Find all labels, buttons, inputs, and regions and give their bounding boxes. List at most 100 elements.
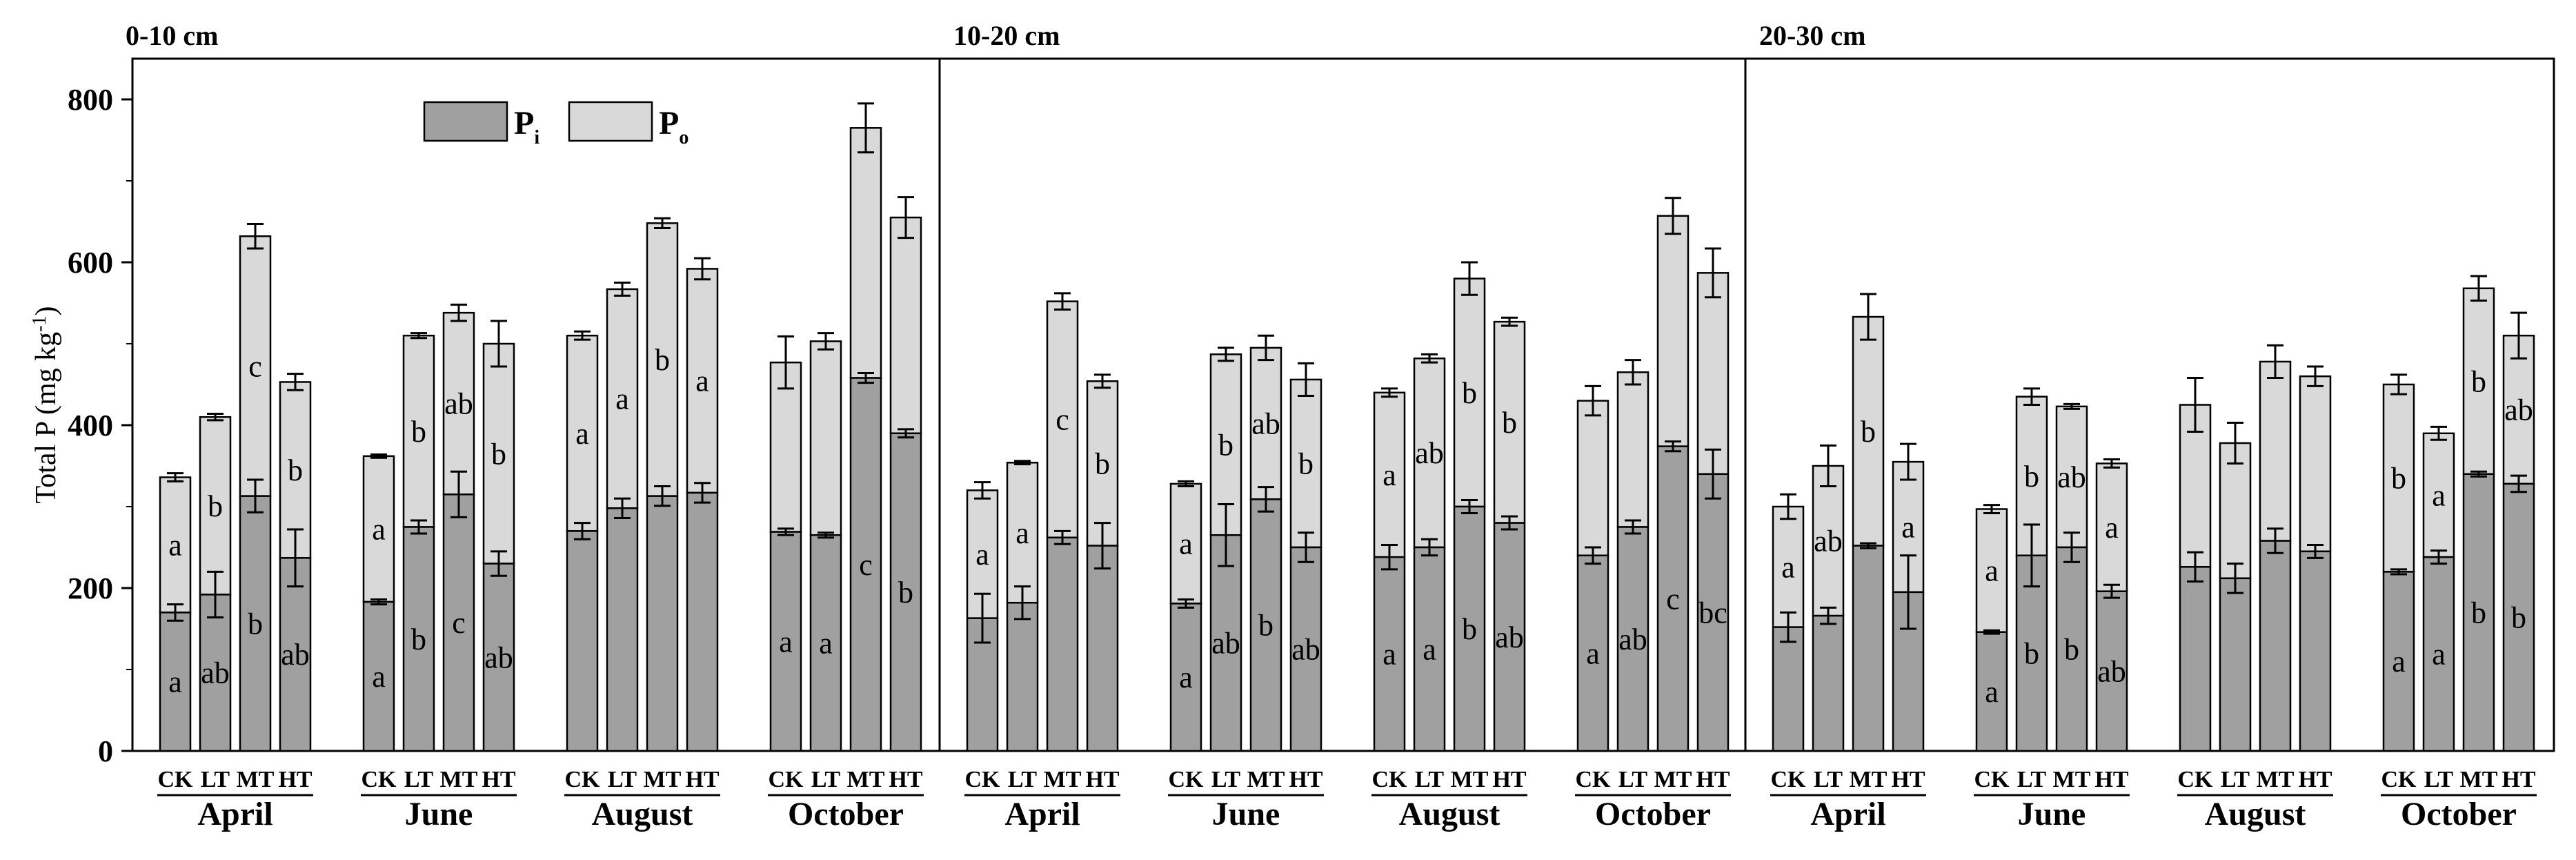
treatment-label: HT bbox=[1492, 767, 1526, 792]
sig-letter-po: a bbox=[975, 538, 989, 571]
bar-pi-1-august-ck[interactable] bbox=[566, 530, 599, 752]
bar-po-2-october-lt[interactable] bbox=[1616, 371, 1649, 528]
bar-pi-2-april-lt[interactable] bbox=[1006, 601, 1039, 752]
bar-pi-1-october-ht[interactable] bbox=[889, 432, 922, 752]
bar-po-3-october-mt[interactable] bbox=[2462, 287, 2495, 476]
sig-letter-pi: ab bbox=[1618, 623, 1647, 656]
bar-pi-3-june-ht[interactable] bbox=[2095, 590, 2128, 752]
bar-pi-3-august-ck[interactable] bbox=[2179, 566, 2212, 752]
bar-po-2-april-lt[interactable] bbox=[1006, 462, 1039, 604]
sig-letter-pi: bc bbox=[1698, 596, 1727, 629]
bar-pi-2-october-mt[interactable] bbox=[1656, 445, 1690, 752]
bar-po-1-august-lt[interactable] bbox=[606, 288, 639, 509]
month-label: April bbox=[197, 796, 273, 832]
treatment-label: HT bbox=[1891, 767, 1925, 792]
treatment-label: LT bbox=[1415, 767, 1445, 792]
bar-pi-3-june-ck[interactable] bbox=[1975, 631, 2008, 752]
bar-po-3-october-lt[interactable] bbox=[2422, 432, 2455, 558]
sig-letter-po: b bbox=[1462, 376, 1477, 410]
sig-letter-po: b bbox=[655, 343, 670, 377]
sig-letter-pi: ab bbox=[1495, 620, 1524, 654]
sig-letter-pi: ab bbox=[1211, 627, 1240, 661]
bar-po-2-august-ck[interactable] bbox=[1373, 391, 1406, 558]
bar-pi-2-april-mt[interactable] bbox=[1046, 536, 1079, 752]
bar-pi-1-june-ht[interactable] bbox=[482, 563, 515, 752]
bar-po-2-april-mt[interactable] bbox=[1046, 300, 1079, 539]
bar-po-1-october-lt[interactable] bbox=[809, 340, 842, 536]
bar-po-1-june-mt[interactable] bbox=[442, 311, 475, 496]
sig-letter-pi: c bbox=[1666, 582, 1680, 616]
sig-letter-po: b bbox=[2471, 364, 2486, 398]
bar-pi-3-august-lt[interactable] bbox=[2219, 577, 2252, 752]
bar-pi-3-august-ht[interactable] bbox=[2299, 550, 2332, 752]
bar-pi-2-august-lt[interactable] bbox=[1413, 546, 1446, 752]
bar-pi-1-june-mt[interactable] bbox=[442, 493, 475, 752]
bar-pi-2-april-ht[interactable] bbox=[1086, 545, 1119, 752]
bar-pi-1-august-lt[interactable] bbox=[606, 507, 639, 752]
bar-pi-2-june-lt[interactable] bbox=[1209, 534, 1242, 752]
bar-pi-1-october-mt[interactable] bbox=[849, 377, 882, 752]
sig-letter-po: b bbox=[1502, 406, 1517, 440]
sig-letter-pi: a bbox=[1383, 638, 1396, 672]
bar-pi-2-june-mt[interactable] bbox=[1249, 498, 1282, 752]
treatment-label: CK bbox=[1771, 767, 1807, 792]
bar-pi-1-october-lt[interactable] bbox=[809, 534, 842, 752]
treatment-label: HT bbox=[2501, 767, 2535, 792]
bar-pi-1-april-ck[interactable] bbox=[159, 612, 192, 752]
bar-po-1-october-ck[interactable] bbox=[769, 361, 802, 533]
bar-pi-2-october-ht[interactable] bbox=[1696, 473, 1730, 752]
bar-pi-1-june-lt[interactable] bbox=[402, 526, 435, 752]
bar-po-2-june-ck[interactable] bbox=[1169, 482, 1202, 605]
bar-po-1-august-ck[interactable] bbox=[566, 334, 599, 532]
bar-po-1-october-ht[interactable] bbox=[889, 216, 922, 435]
bar-po-3-october-ht[interactable] bbox=[2502, 334, 2535, 485]
bar-pi-2-october-lt[interactable] bbox=[1616, 526, 1649, 752]
bar-po-3-april-mt[interactable] bbox=[1852, 315, 1885, 547]
bar-po-1-june-lt[interactable] bbox=[402, 334, 435, 528]
bar-pi-1-august-mt[interactable] bbox=[646, 495, 679, 752]
bar-pi-3-august-mt[interactable] bbox=[2259, 540, 2292, 752]
bar-po-3-august-lt[interactable] bbox=[2219, 442, 2252, 580]
sig-letter-po: ab bbox=[2057, 460, 2086, 494]
sig-letter-pi: b bbox=[248, 607, 263, 641]
sig-letter-po: a bbox=[695, 364, 709, 398]
sig-letter-pi: a bbox=[819, 627, 833, 661]
sig-letter-po: ab bbox=[1415, 436, 1444, 470]
legend-swatch-pi bbox=[423, 101, 508, 142]
bar-po-2-october-ht[interactable] bbox=[1696, 272, 1730, 476]
bar-pi-3-april-mt[interactable] bbox=[1852, 545, 1885, 752]
bar-pi-3-april-lt[interactable] bbox=[1812, 614, 1845, 752]
sig-letter-po: b bbox=[1298, 447, 1314, 480]
bar-po-3-august-ht[interactable] bbox=[2299, 375, 2332, 553]
bar-po-2-august-mt[interactable] bbox=[1453, 277, 1486, 508]
bar-pi-1-october-ck[interactable] bbox=[769, 531, 802, 752]
bar-po-2-october-ck[interactable] bbox=[1576, 400, 1609, 557]
bar-po-3-june-mt[interactable] bbox=[2055, 405, 2088, 549]
sig-letter-po: a bbox=[2432, 478, 2446, 512]
bar-pi-3-april-ck[interactable] bbox=[1772, 626, 1805, 752]
treatment-label: MT bbox=[1247, 767, 1285, 792]
treatment-label: CK bbox=[361, 767, 397, 792]
bar-pi-1-june-ck[interactable] bbox=[362, 600, 395, 752]
bar-pi-3-october-mt[interactable] bbox=[2462, 473, 2495, 752]
bar-po-3-june-ck[interactable] bbox=[1975, 508, 2008, 633]
bar-po-2-october-mt[interactable] bbox=[1656, 215, 1690, 447]
bar-po-3-october-ck[interactable] bbox=[2382, 383, 2415, 573]
bar-pi-3-october-ht[interactable] bbox=[2502, 482, 2535, 752]
bar-po-3-august-mt[interactable] bbox=[2259, 360, 2292, 542]
sig-letter-pi: c bbox=[452, 606, 466, 640]
bar-po-2-june-mt[interactable] bbox=[1249, 346, 1282, 500]
month-label: August bbox=[1399, 796, 1500, 832]
bar-pi-2-june-ht[interactable] bbox=[1289, 546, 1322, 752]
sig-letter-po: b bbox=[1218, 428, 1233, 462]
bar-po-3-april-ck[interactable] bbox=[1772, 505, 1805, 628]
treatment-label: LT bbox=[2221, 767, 2250, 792]
sig-letter-pi: ab bbox=[281, 638, 310, 672]
bar-po-1-august-ht[interactable] bbox=[686, 268, 719, 494]
bar-po-1-october-mt[interactable] bbox=[849, 127, 882, 379]
treatment-label: LT bbox=[404, 767, 434, 792]
bar-pi-1-august-ht[interactable] bbox=[686, 491, 719, 752]
treatment-label: CK bbox=[2178, 767, 2214, 792]
bar-pi-3-june-lt[interactable] bbox=[2015, 554, 2048, 752]
treatment-label: MT bbox=[2460, 767, 2498, 792]
